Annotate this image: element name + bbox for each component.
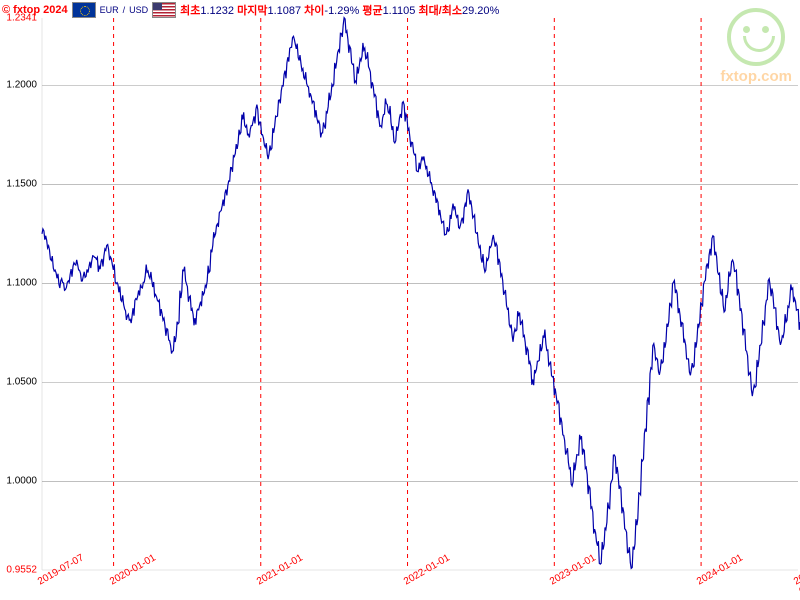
y-tick-label: 1.1000 [6,278,37,289]
stat-value: 1.1087 [267,5,301,17]
y-tick-label: 1.0000 [6,476,37,487]
stat-label: 마지막 [234,5,267,17]
chart-container: © fxtop 2024 EUR / USD 최초1.1232 마지막1.108… [0,0,800,600]
eu-flag-icon [72,2,96,18]
stat-label: 최대/최소 [415,5,462,17]
chart-header: © fxtop 2024 EUR / USD 최초1.1232 마지막1.108… [2,2,499,18]
stat-label: 평균 [359,5,382,17]
chart-svg [0,0,800,600]
us-flag-icon [152,2,176,18]
y-tick-extreme-label: 0.9552 [6,565,37,576]
stat-label: 최초 [180,5,200,17]
quote-currency-label: USD [129,5,148,15]
stats-row: 최초1.1232 마지막1.1087 차이-1.29% 평균1.1105 최대/… [180,2,499,18]
slash-label: / [123,5,126,15]
base-currency-label: EUR [100,5,119,15]
stat-value: 1.1105 [383,5,416,17]
y-tick-label: 1.1500 [6,179,37,190]
stat-value: 29.20% [462,5,499,17]
y-tick-label: 1.0500 [6,377,37,388]
y-tick-extreme-label: 1.2341 [6,13,37,24]
stat-value: 1.1232 [200,5,234,17]
stat-label: 차이 [301,5,324,17]
y-tick-label: 1.2000 [6,80,37,91]
stat-value: -1.29% [324,5,359,17]
